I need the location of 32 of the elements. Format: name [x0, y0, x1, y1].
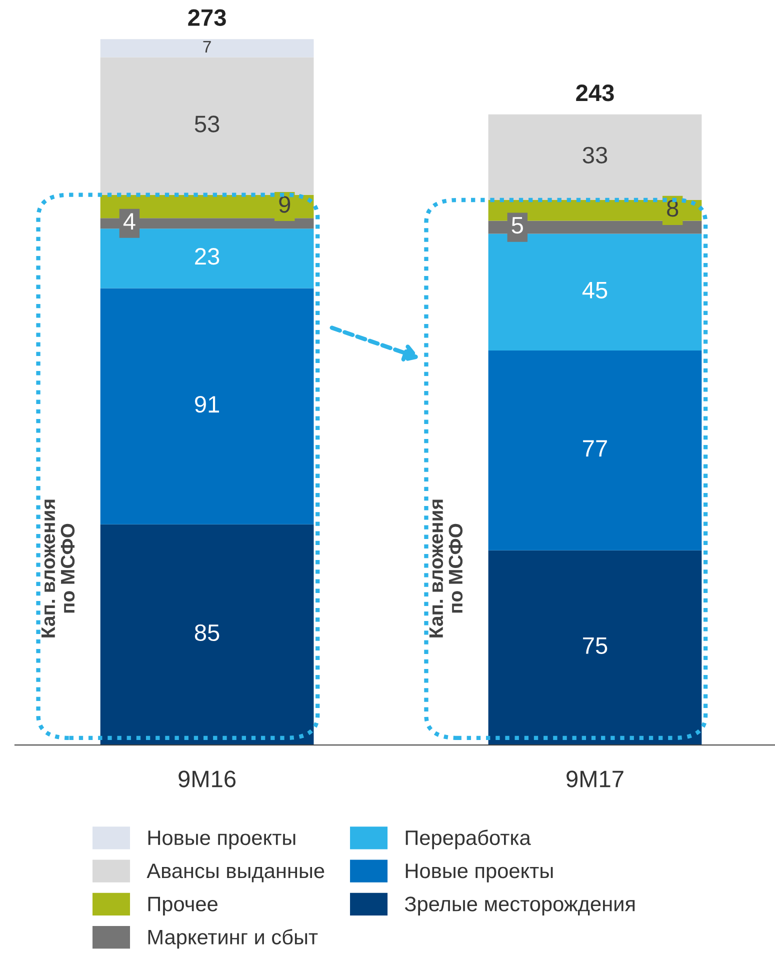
data-label: 45 — [582, 282, 608, 298]
x-tick-label: 9M17 — [566, 770, 624, 788]
legend-label: Авансы выданные — [146, 864, 324, 882]
annotation: Кап. вложения по МСФО — [42, 500, 75, 638]
total-label: 243 — [576, 84, 614, 102]
data-label: 9 — [279, 196, 290, 213]
bar — [100, 39, 314, 58]
data-label: 5 — [512, 217, 523, 234]
legend-label: Новые проекты — [406, 864, 553, 882]
data-label: 75 — [583, 638, 608, 654]
bar — [100, 228, 314, 288]
data-label: 4 — [123, 213, 136, 230]
bar — [488, 234, 702, 351]
data-label: 53 — [194, 116, 220, 132]
x-tick-label: 9M16 — [178, 770, 236, 788]
data-label: 33 — [582, 146, 608, 164]
legend-label: Прочее — [148, 896, 218, 916]
legend-label: Переработка — [406, 830, 531, 850]
bar — [488, 350, 702, 550]
annotation: Кап. вложения по МСФО — [429, 500, 463, 638]
data-label: 91 — [195, 396, 220, 413]
total-label: 273 — [188, 9, 226, 26]
data-label: 7 — [203, 41, 211, 53]
legend-label: Маркетинг и сбыт — [148, 929, 318, 949]
legend-label: Новые проекты — [148, 830, 296, 850]
data-label: 23 — [195, 248, 220, 265]
bar — [100, 288, 314, 524]
data-label: 77 — [583, 440, 607, 457]
bar — [100, 57, 314, 195]
legend-label: Зрелые месторождения — [404, 896, 635, 916]
data-label: 85 — [194, 624, 220, 642]
bar — [488, 114, 702, 200]
